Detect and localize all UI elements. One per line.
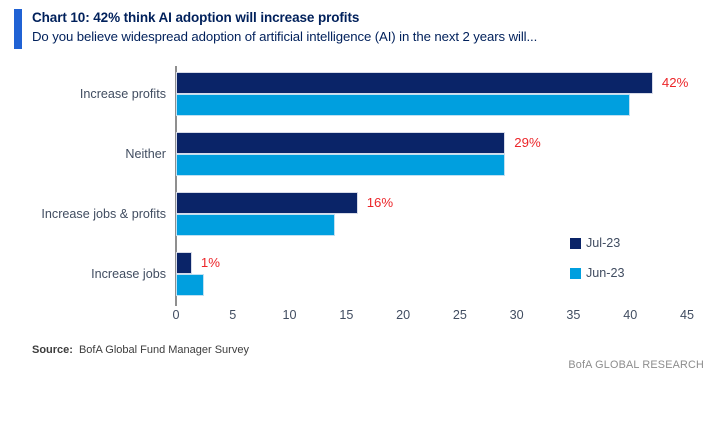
category-label-neither: Neither [125,147,166,161]
legend-item-jun-23: Jun-23 [570,266,625,280]
bar-jul-23-increase-profits [176,72,653,94]
x-tick-15: 15 [339,308,354,322]
x-tick-0: 0 [172,308,180,322]
bar-jun-23-increase-profits [176,94,631,116]
source-text: BofA Global Fund Manager Survey [78,344,249,356]
x-tick-45: 45 [679,308,694,322]
legend-swatch-jul-23 [570,237,581,249]
data-label-increase-profits: 42% [661,75,689,90]
data-label-increase-jobs-profits: 16% [366,195,394,210]
x-tick-5: 5 [229,308,237,322]
x-tick-25: 25 [452,308,467,322]
x-tick-35: 35 [566,308,581,322]
bar-jul-23-increase-jobs [176,252,192,274]
x-tick-10: 10 [282,308,297,322]
x-tick-40: 40 [623,308,638,322]
title-accent-bar [14,9,22,49]
bar-jun-23-increase-jobs-profits [176,214,335,236]
data-label-neither: 29% [514,135,541,150]
bar-jun-23-neither [176,154,506,176]
y-axis-line [175,66,177,306]
category-label-increase-jobs: Increase jobs [91,267,166,281]
data-label-increase-jobs: 1% [200,255,220,270]
chart-title: Chart 10: 42% think AI adoption will inc… [32,10,360,25]
x-tick-30: 30 [509,308,524,322]
legend-label-jul-23: Jul-23 [586,236,621,250]
source-note: Source: BofA Global Fund Manager Survey [32,344,249,356]
category-label-increase-profits: Increase profits [79,87,166,101]
legend-item-jul-23: Jul-23 [570,236,620,250]
x-tick-20: 20 [396,308,411,322]
legend-swatch-jun-23 [570,267,581,279]
bar-jun-23-increase-jobs [176,274,205,296]
source-label: Source: [32,344,73,356]
chart-subtitle: Do you believe widespread adoption of ar… [32,29,538,44]
bar-jul-23-neither [176,132,506,154]
category-label-increase-jobs-profits: Increase jobs & profits [41,207,166,221]
brand-mark: BofA GLOBAL RESEARCH [568,359,704,371]
bar-jul-23-increase-jobs-profits [176,192,358,214]
legend-label-jun-23: Jun-23 [586,266,625,280]
